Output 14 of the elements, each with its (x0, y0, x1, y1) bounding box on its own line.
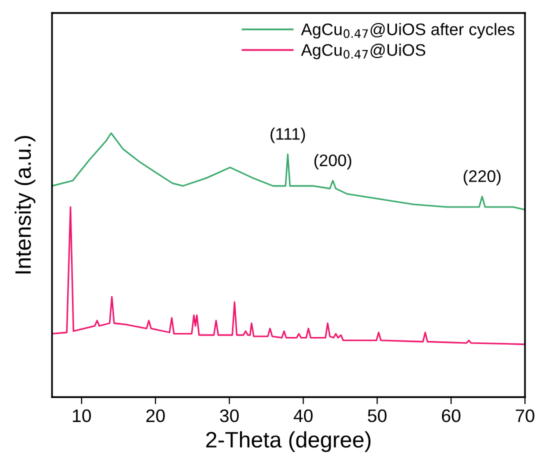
x-tick-label: 20 (146, 409, 165, 422)
x-tick-label: 60 (442, 409, 460, 422)
legend-label: AgCu$_{0.47}$@UiOS (301, 44, 426, 60)
x-axis-title: 2-Theta (degree) (206, 431, 371, 452)
y-axis-title: Intensity (a.u.) (14, 136, 36, 274)
x-tick-label: 50 (368, 409, 387, 422)
x-tick-label: 40 (294, 409, 313, 422)
annotation: (200) (314, 154, 352, 170)
x-tick-label: 70 (516, 409, 534, 422)
annotation: (220) (464, 170, 501, 186)
x-tick-label: 10 (72, 409, 91, 422)
legend-label: AgCu$_{0.47}$@UiOS after cycles (301, 23, 514, 39)
x-tick-label: 30 (220, 409, 239, 422)
annotation: (111) (270, 128, 305, 144)
